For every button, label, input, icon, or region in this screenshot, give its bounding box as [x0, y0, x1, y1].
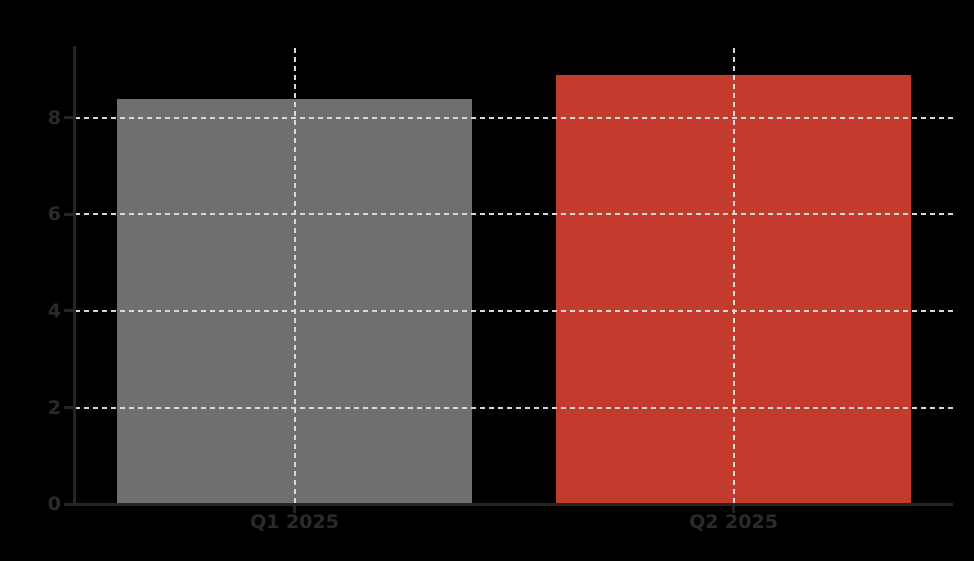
y-tick-label-6: 6 — [47, 203, 61, 226]
axes-layer: 0 2 4 6 8 Q1 2025 Q2 2025 — [48, 48, 953, 533]
spine-layer — [73, 46, 953, 506]
y-axis-spine — [73, 46, 76, 506]
y-tick-6 — [64, 212, 73, 216]
y-tick-8 — [64, 116, 73, 120]
x-tick-label-1: Q1 2025 — [250, 511, 339, 533]
plot-area: 0 2 4 6 8 Q1 2025 Q2 2025 — [48, 46, 953, 533]
y-tick-0 — [64, 502, 73, 506]
x-tick-1 — [293, 505, 296, 513]
y-tick-label-8: 8 — [47, 106, 61, 129]
y-tick-label-4: 4 — [47, 299, 61, 322]
grid-layer — [75, 48, 953, 504]
y-tick-label-0: 0 — [47, 493, 61, 515]
h-gridline-4 — [75, 309, 953, 312]
y-tick-2 — [64, 406, 73, 409]
h-gridline-6 — [75, 213, 953, 216]
h-gridline-2 — [75, 406, 953, 409]
h-gridline-8 — [75, 116, 953, 119]
v-gridline-1 — [293, 48, 296, 504]
v-gridline-2 — [732, 48, 735, 504]
y-tick-label-2: 2 — [47, 396, 61, 419]
x-tick-label-2: Q2 2025 — [689, 511, 778, 533]
x-tick-2 — [732, 505, 735, 513]
x-axis-spine — [73, 503, 953, 506]
y-tick-4 — [64, 309, 73, 313]
